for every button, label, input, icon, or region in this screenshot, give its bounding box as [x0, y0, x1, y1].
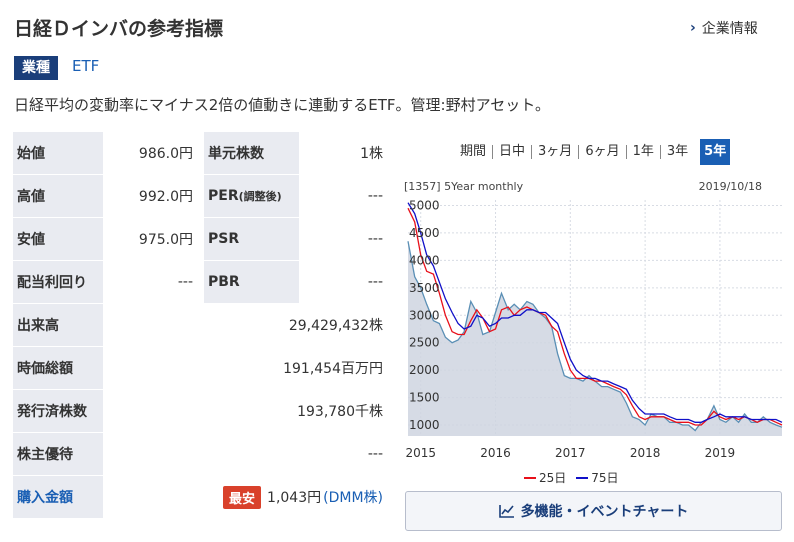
- cheapest-tag: 最安: [223, 485, 262, 509]
- period-intraday[interactable]: 日中: [492, 145, 531, 159]
- high-label: 高値: [13, 175, 103, 218]
- multi-chart-label: 多機能・イベントチャート: [520, 504, 689, 520]
- legend-swatch-blue: [576, 476, 589, 479]
- y-tick-label: 1500: [409, 391, 440, 405]
- corp-info-link[interactable]: › 企業情報: [690, 18, 758, 38]
- benefit-label: 株主優待: [13, 433, 103, 476]
- chart-svg: 1000 1500 2000 2500 3000 3500 4000 4500 5000 2015…: [405, 198, 783, 460]
- category-badge: 業種: [14, 56, 58, 80]
- high-value: 992.0円: [103, 175, 199, 218]
- psr-value: ---: [299, 218, 389, 261]
- legend-swatch-red: [524, 476, 536, 479]
- multi-chart-button[interactable]: 多機能・イベントチャート: [405, 491, 782, 531]
- legend-label-25: 25日: [539, 471, 567, 485]
- stats-row: 時価総額 191,454百万円: [13, 347, 389, 390]
- corp-info-label: 企業情報: [701, 21, 758, 37]
- x-tick-label: 2015: [405, 446, 436, 460]
- marketcap-label: 時価総額: [13, 347, 103, 390]
- unit-label: 単元株数: [199, 132, 299, 175]
- page-title: 日経Ｄインバの参考指標: [14, 18, 224, 40]
- volume-label: 出来高: [13, 304, 103, 347]
- x-tick-label: 2018: [630, 446, 661, 460]
- y-tick-label: 4500: [409, 226, 440, 240]
- ma-line-25: [407, 207, 783, 426]
- period-1y[interactable]: 1年: [625, 145, 660, 159]
- per-value: ---: [299, 175, 389, 218]
- period-3y[interactable]: 3年: [659, 145, 694, 159]
- psr-label: PSR: [199, 218, 299, 261]
- low-value: 975.0円: [103, 218, 199, 261]
- dividend-value: ---: [103, 261, 199, 304]
- x-tick-label: 2017: [555, 446, 586, 460]
- description: 日経平均の変動率にマイナス2倍の値動きに連動するETF。管理:野村アセット。: [14, 96, 550, 114]
- y-tick-label: 2000: [409, 363, 440, 377]
- x-tick-label: 2019: [705, 446, 736, 460]
- stats-row: 購入金額 最安 1,043円 (DMM株): [13, 476, 389, 519]
- ma-line-75: [407, 202, 783, 423]
- y-tick-label: 5000: [409, 198, 440, 212]
- y-tick-label: 3500: [409, 281, 440, 295]
- chart-icon: [498, 505, 514, 518]
- pbr-label: PBR: [199, 261, 299, 304]
- chart-code-label: [1357] 5Year monthly: [404, 180, 524, 193]
- shares-label: 発行済株数: [13, 390, 103, 433]
- buy-label[interactable]: 購入金額: [13, 476, 103, 519]
- x-tick-label: 2016: [480, 446, 511, 460]
- period-5y[interactable]: 5年: [700, 139, 731, 165]
- shares-value: 193,780千株: [103, 390, 389, 433]
- buy-value: 1,043円: [267, 490, 322, 506]
- stats-row: 株主優待 ---: [13, 433, 389, 476]
- y-tick-label: 3000: [409, 308, 440, 322]
- y-tick-label: 2500: [409, 336, 440, 350]
- period-6m[interactable]: 6ヶ月: [578, 145, 625, 159]
- price-chart: [1357] 5Year monthly 2019/10/18 1000 1500…: [404, 178, 784, 470]
- unit-value: 1株: [299, 132, 389, 175]
- benefit-value: ---: [103, 433, 389, 476]
- buy-cell: 最安 1,043円 (DMM株): [103, 476, 389, 519]
- per-label-main: PER: [208, 188, 239, 204]
- period-label: 期間: [460, 144, 487, 159]
- legend-label-75: 75日: [591, 471, 619, 485]
- per-label-sub: (調整後): [238, 190, 282, 203]
- per-label: PER(調整後): [199, 175, 299, 218]
- stats-row: 出来高 29,429,432株: [13, 304, 389, 347]
- low-label: 安値: [13, 218, 103, 261]
- stats-row: 安値 975.0円 PSR ---: [13, 218, 389, 261]
- category-value: ETF: [72, 57, 100, 75]
- y-tick-label: 4000: [409, 253, 440, 267]
- stats-row: 発行済株数 193,780千株: [13, 390, 389, 433]
- legend-item-25: 25日: [524, 469, 566, 486]
- y-tick-label: 1000: [409, 418, 440, 432]
- stats-row: 高値 992.0円 PER(調整後) ---: [13, 175, 389, 218]
- open-value: 986.0円: [103, 132, 199, 175]
- period-3m[interactable]: 3ヶ月: [531, 145, 578, 159]
- volume-value: 29,429,432株: [103, 304, 389, 347]
- stats-row: 配当利回り --- PBR ---: [13, 261, 389, 304]
- marketcap-value: 191,454百万円: [103, 347, 389, 390]
- dmm-link[interactable]: (DMM株): [323, 490, 383, 506]
- price-area: [408, 241, 782, 436]
- pbr-value: ---: [299, 261, 389, 304]
- dividend-label: 配当利回り: [13, 261, 103, 304]
- chart-date-label: 2019/10/18: [698, 180, 762, 193]
- stats-table: 始値 986.0円 単元株数 1株 高値 992.0円 PER(調整後) ---…: [13, 132, 389, 519]
- open-label: 始値: [13, 132, 103, 175]
- legend-item-75: 75日: [576, 469, 619, 486]
- stats-row: 始値 986.0円 単元株数 1株: [13, 132, 389, 175]
- period-selector: 期間 日中 3ヶ月 6ヶ月 1年 3年 5年: [460, 139, 731, 165]
- chart-legend: 25日 75日: [524, 469, 619, 486]
- chevron-right-icon: ›: [690, 20, 696, 36]
